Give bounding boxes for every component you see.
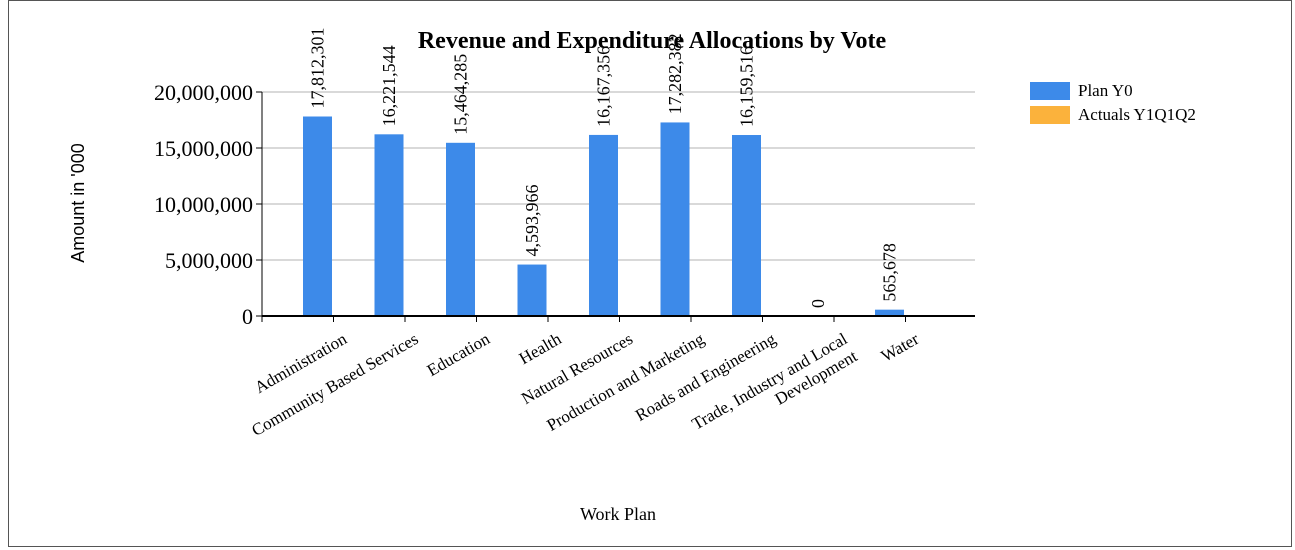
y-tick-label: 15,000,000	[154, 136, 253, 161]
y-tick-label: 5,000,000	[165, 248, 253, 273]
data-label: 16,221,544	[379, 45, 399, 126]
x-tick-label-line: Education	[424, 329, 494, 380]
bars	[303, 116, 904, 317]
legend-swatch	[1030, 82, 1070, 100]
y-tick-labels: 0 5,000,000 10,000,000 15,000,000 20,000,000	[154, 80, 253, 329]
y-axis-title: Amount in '000	[68, 143, 88, 263]
x-tick-label: Health	[516, 329, 565, 368]
bar-7	[732, 135, 761, 316]
bar-5	[589, 134, 618, 316]
legend-label: Actuals Y1Q1Q2	[1078, 105, 1196, 124]
data-label: 16,159,516	[737, 46, 757, 127]
y-tick-label: 10,000,000	[154, 192, 253, 217]
y-tick-label: 0	[242, 304, 253, 329]
x-tick-label: Water	[878, 329, 923, 366]
data-label: 4,593,966	[522, 185, 542, 257]
data-label: 16,167,356	[594, 46, 614, 127]
x-tick-label: Education	[424, 329, 494, 380]
bar-9	[875, 309, 904, 316]
x-tick-label-line: Water	[878, 329, 923, 366]
y-tick-label: 20,000,000	[154, 80, 253, 105]
bar-4	[517, 264, 547, 316]
bar-2	[374, 134, 404, 316]
data-labels: 17,812,301 16,221,544 15,464,285 4,593,966 1…	[308, 28, 900, 308]
data-label: 17,812,301	[308, 28, 328, 109]
x-tick-label-line: Health	[516, 329, 565, 368]
legend-swatch	[1030, 106, 1070, 124]
data-label: 17,282,382	[665, 33, 685, 114]
axes	[261, 92, 975, 322]
bar-1	[303, 116, 332, 316]
data-label: 565,678	[880, 243, 900, 302]
chart-title: Revenue and Expenditure Allocations by V…	[418, 28, 887, 54]
x-axis-title: Work Plan	[580, 504, 656, 524]
legend: Plan Y0 Actuals Y1Q1Q2	[1030, 81, 1196, 124]
data-label: 15,464,285	[451, 54, 471, 135]
bar-6	[660, 122, 690, 317]
bar-3	[446, 142, 475, 316]
legend-label: Plan Y0	[1078, 81, 1133, 100]
data-label: 0	[808, 299, 828, 308]
